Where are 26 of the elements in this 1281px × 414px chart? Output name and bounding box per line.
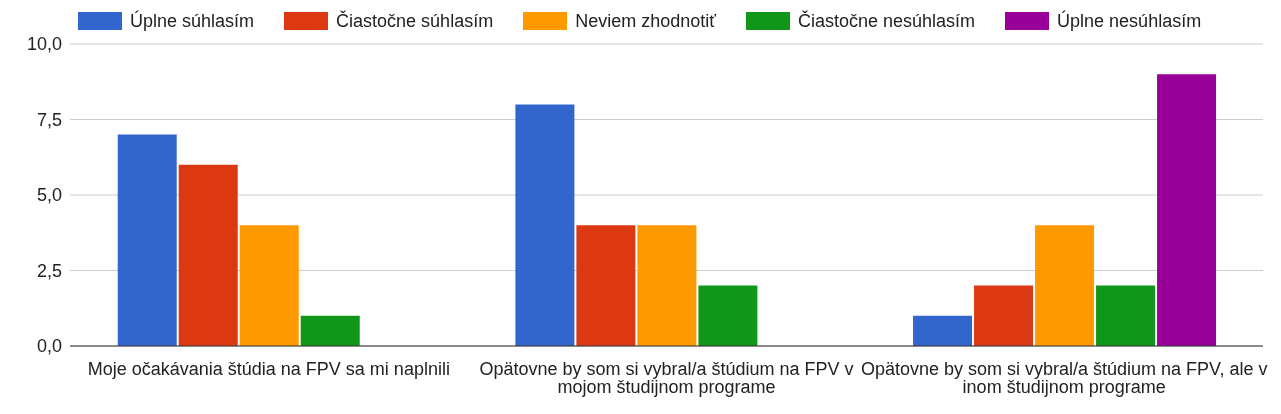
x-tick-label: Opätovne by som si vybral/a štúdium na FPV v mojom študijnom programe (479, 358, 854, 397)
x-tick-label: Opätovne by som si vybral/a štúdium na FPV, ale v inom študijnom programe (860, 358, 1268, 397)
legend-label: Čiastočne nesúhlasím (797, 10, 976, 32)
bar (239, 225, 299, 346)
legend-label: Čiastočne súhlasím (336, 10, 494, 32)
y-tick-label: 2,5 (36, 260, 62, 281)
bar (1157, 74, 1217, 346)
bar (300, 315, 360, 346)
bar (913, 315, 973, 346)
y-tick-label: 0,0 (36, 336, 62, 357)
y-tick-label: 10,0 (26, 34, 62, 55)
legend-label: Úplne nesúhlasím (1057, 10, 1202, 32)
legend-label: Úplne súhlasím (130, 10, 255, 32)
bar (178, 164, 238, 346)
bar (576, 225, 636, 346)
bar (117, 134, 177, 346)
x-tick-label: Moje očakávania štúdia na FPV sa mi naplnili (87, 358, 450, 379)
bar (515, 104, 575, 346)
bar (698, 285, 758, 346)
y-tick-label: 7,5 (36, 109, 62, 130)
bar (1096, 285, 1156, 346)
bar (974, 285, 1034, 346)
y-tick-label: 5,0 (36, 185, 62, 206)
bar (637, 225, 697, 346)
bar (1035, 225, 1095, 346)
legend-label: Neviem zhodnotiť (575, 10, 716, 32)
